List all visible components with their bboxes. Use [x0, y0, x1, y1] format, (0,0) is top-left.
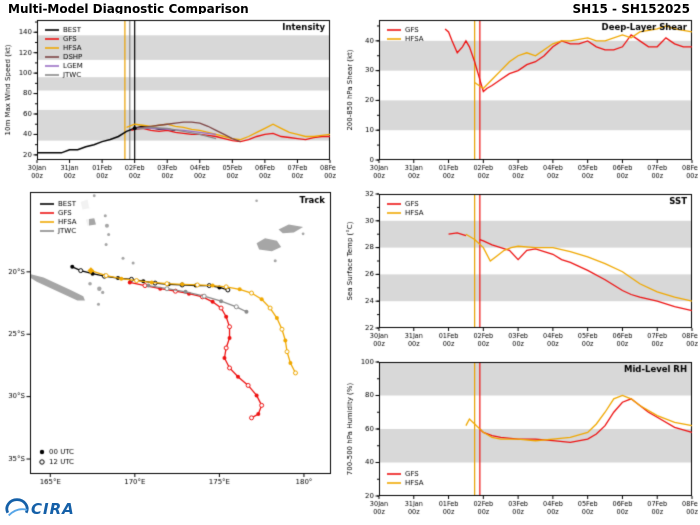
- page-title: Multi-Model Diagnostic Comparison: [8, 2, 249, 16]
- cira-logo-text: CIRA: [31, 500, 75, 518]
- deep-layer-shear-chart: [342, 14, 698, 186]
- mid-level-rh-chart: [342, 356, 698, 522]
- storm-id: SH15 - SH152025: [572, 2, 690, 16]
- cira-logo: CIRA: [5, 497, 75, 521]
- cira-globe-icon: [5, 498, 29, 517]
- track-map: [0, 188, 336, 494]
- intensity-chart: [0, 14, 336, 186]
- sst-chart: [342, 188, 698, 354]
